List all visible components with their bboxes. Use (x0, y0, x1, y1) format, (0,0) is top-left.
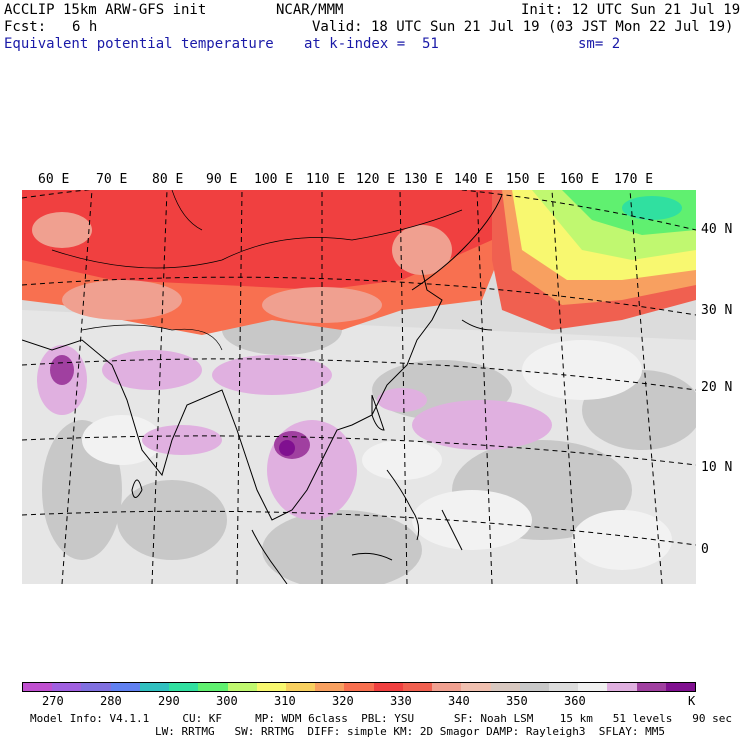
colorbar-tick-label: 330 (390, 694, 412, 708)
colorbar (22, 682, 696, 692)
longitude-label: 80 E (152, 172, 184, 187)
longitude-label: 150 E (506, 172, 546, 187)
colorbar-swatch (285, 683, 316, 691)
colorbar-tick-label: 350 (506, 694, 528, 708)
colorbar-swatch (519, 683, 549, 691)
colorbar-swatch (139, 683, 170, 691)
colorbar-swatch (52, 683, 82, 691)
colorbar-swatch (548, 683, 579, 691)
model-title: ACCLIP 15km ARW-GFS init (4, 2, 207, 18)
longitude-label: 160 E (560, 172, 600, 187)
colorbar-swatch (461, 683, 491, 691)
longitude-label: 100 E (254, 172, 294, 187)
colorbar-swatch (432, 683, 462, 691)
level-index: at k-index = 51 (304, 36, 439, 52)
model-info-line2: LW: RRTMG SW: RRTMG DIFF: simple KM: 2D … (155, 725, 665, 738)
colorbar-swatch (169, 683, 199, 691)
colorbar-swatch (315, 683, 345, 691)
colorbar-tick-label: 340 (448, 694, 470, 708)
smoothing-label: sm= 2 (578, 36, 621, 52)
longitude-label: 140 E (454, 172, 494, 187)
longitude-label: 170 E (614, 172, 654, 187)
colorbar-swatch (578, 683, 608, 691)
colorbar-swatch (665, 683, 696, 691)
colorbar-tick-label: 320 (332, 694, 354, 708)
map-panel (22, 190, 696, 584)
colorbar-tick-label: 360 (564, 694, 586, 708)
center-label: NCAR/MMM (276, 2, 344, 18)
colorbar-swatch (607, 683, 637, 691)
valid-time: Valid: 18 UTC Sun 21 Jul 19 (03 JST Mon … (312, 19, 734, 35)
longitude-label: 120 E (356, 172, 396, 187)
theta-e-map (22, 190, 696, 584)
colorbar-swatch (344, 683, 374, 691)
latitude-label: 10 N (701, 460, 733, 475)
colorbar-tick-label: 310 (274, 694, 296, 708)
colorbar-tick-label: 270 (42, 694, 64, 708)
forecast-label: Fcst: (4, 19, 47, 35)
colorbar-swatch (110, 683, 140, 691)
colorbar-swatch (198, 683, 228, 691)
colorbar-tick-label: 300 (216, 694, 238, 708)
colorbar-swatch (256, 683, 286, 691)
colorbar-swatch (227, 683, 257, 691)
colorbar-tick-label: 290 (158, 694, 180, 708)
colorbar-swatch (636, 683, 666, 691)
colorbar-swatch (402, 683, 433, 691)
latitude-label: 20 N (701, 380, 733, 395)
latitude-label: 40 N (701, 222, 733, 237)
colorbar-tick-label: 280 (100, 694, 122, 708)
longitude-label: 110 E (306, 172, 346, 187)
field-name: Equivalent potential temperature (4, 36, 274, 52)
colorbar-tick-label: K (688, 694, 696, 708)
latitude-label: 30 N (701, 303, 733, 318)
init-time: Init: 12 UTC Sun 21 Jul 19 (521, 2, 740, 18)
colorbar-swatch (373, 683, 403, 691)
forecast-hour: 6 h (72, 19, 98, 35)
colorbar-swatch (490, 683, 520, 691)
latitude-label: 0 (701, 542, 709, 557)
colorbar-swatch (23, 683, 53, 691)
model-info-line1: Model Info: V4.1.1 CU: KF MP: WDM 6class… (30, 712, 732, 725)
longitude-label: 60 E (38, 172, 70, 187)
colorbar-swatch (81, 683, 111, 691)
longitude-label: 70 E (96, 172, 128, 187)
longitude-label: 130 E (404, 172, 444, 187)
longitude-label: 90 E (206, 172, 238, 187)
